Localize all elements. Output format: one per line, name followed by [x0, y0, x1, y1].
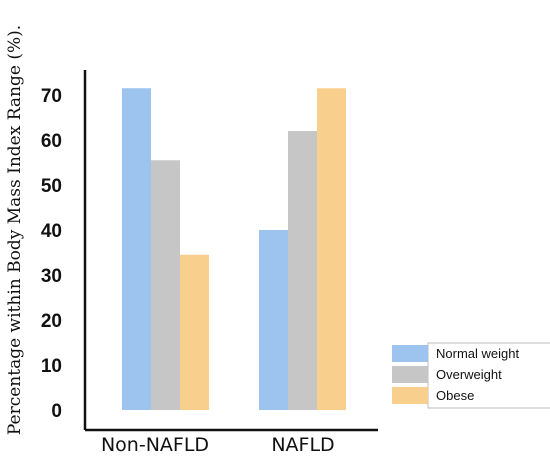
x-tick-label: Non-NAFLD [101, 434, 209, 456]
y-tick-label: 70 [41, 86, 62, 107]
bar-normal-weight-non-nafld [122, 88, 151, 410]
bar-overweight-non-nafld [151, 160, 180, 410]
legend-swatch [392, 366, 428, 383]
legend-swatch [392, 387, 428, 404]
legend-entry: Obese [436, 388, 474, 403]
axes [83, 70, 378, 432]
y-ticks: 0 10 20 30 40 50 60 70 [41, 86, 62, 422]
legend-entry: Overweight [436, 367, 502, 382]
legend-swatch [392, 345, 428, 362]
x-ticks: Non-NAFLD NAFLD [101, 434, 335, 456]
y-tick-label: 10 [41, 356, 62, 377]
x-tick-label: NAFLD [271, 434, 334, 456]
legend-entry: Normal weight [436, 346, 519, 361]
y-axis-label: Percentage within Body Mass Index Range … [5, 25, 25, 435]
bar-overweight-nafld [288, 131, 317, 410]
y-tick-label: 50 [41, 176, 62, 197]
y-tick-label: 60 [41, 131, 62, 152]
bar-normal-weight-nafld [259, 230, 288, 410]
bar-obese-nafld [317, 88, 346, 410]
y-tick-label: 40 [41, 221, 62, 242]
bars [122, 88, 346, 410]
bar-obese-non-nafld [180, 254, 209, 410]
y-tick-label: 20 [41, 311, 62, 332]
y-tick-label: 30 [41, 266, 62, 287]
y-tick-label: 0 [51, 401, 62, 422]
legend: Normal weight Overweight Obese [392, 342, 550, 409]
